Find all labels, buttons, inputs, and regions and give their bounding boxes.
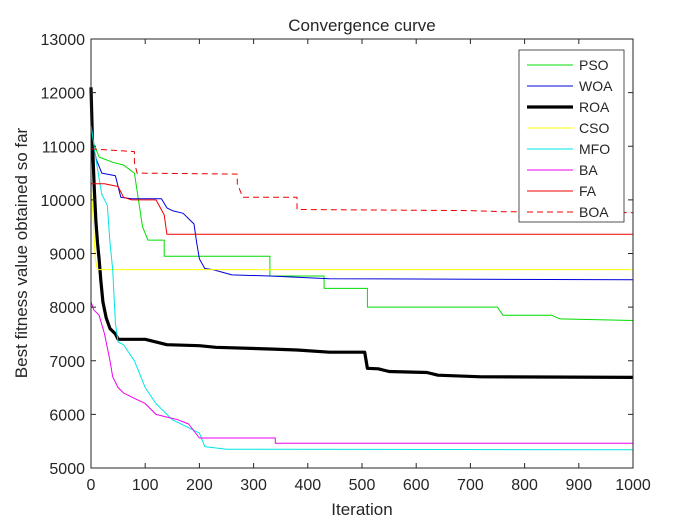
y-tick-label: 11000	[42, 139, 85, 156]
y-tick-label: 10000	[41, 193, 86, 210]
series-line-boa	[90, 148, 634, 214]
y-tick-label: 7000	[49, 354, 85, 371]
series-line-pso	[90, 119, 634, 321]
legend-item-roa: ROA	[527, 99, 610, 115]
legend-label: FA	[579, 183, 597, 199]
x-tick-label: 100	[132, 477, 159, 494]
y-tick-label: 5000	[49, 461, 85, 478]
x-tick-label: 1000	[615, 477, 651, 494]
x-tick-label: 700	[457, 477, 484, 494]
legend-item-cso: CSO	[527, 120, 609, 136]
legend-label: ROA	[579, 99, 610, 115]
x-tick-label: 300	[240, 477, 267, 494]
series-line-fa	[91, 183, 633, 235]
x-tick-label: 500	[349, 477, 376, 494]
y-axis-label: Best fitness value obtained so far	[12, 127, 31, 378]
x-tick-label: 800	[511, 477, 538, 494]
x-tick-label: 200	[186, 477, 213, 494]
legend: PSO WOA ROA CSO MFO BA FA BOA	[518, 49, 625, 223]
series-line-woa	[90, 135, 634, 281]
x-tick-label: 0	[87, 477, 96, 494]
y-tick-label: 6000	[49, 407, 85, 424]
x-axis-label: Iteration	[331, 500, 392, 519]
y-tick-label: 12000	[41, 86, 86, 103]
legend-box	[518, 49, 625, 223]
legend-label: MFO	[579, 141, 610, 157]
series-line-roa	[89, 87, 634, 379]
series-line-ba	[90, 301, 633, 444]
legend-item-pso: PSO	[527, 57, 609, 73]
legend-label: CSO	[579, 120, 609, 136]
y-tick-label: 13000	[41, 32, 86, 49]
legend-label: WOA	[579, 78, 613, 94]
chart-title: Convergence curve	[288, 16, 435, 35]
legend-item-woa: WOA	[527, 78, 613, 94]
series-line-cso	[90, 178, 633, 271]
legend-label: BA	[579, 162, 598, 178]
ticks-layer: 0 100 200 300 400 500 600 700 800 900 1000 5000 6000…	[41, 32, 651, 494]
series-layer	[89, 87, 634, 451]
legend-item-ba: BA	[527, 162, 598, 178]
legend-label: BOA	[579, 204, 609, 220]
y-tick-label: 9000	[49, 247, 85, 264]
x-tick-label: 400	[294, 477, 321, 494]
y-tick-label: 8000	[49, 300, 85, 317]
x-tick-label: 900	[565, 477, 592, 494]
legend-item-boa: BOA	[527, 204, 609, 220]
legend-item-fa: FA	[527, 183, 597, 199]
x-tick-label: 600	[403, 477, 430, 494]
legend-label: PSO	[579, 57, 609, 73]
legend-item-mfo: MFO	[527, 141, 610, 157]
